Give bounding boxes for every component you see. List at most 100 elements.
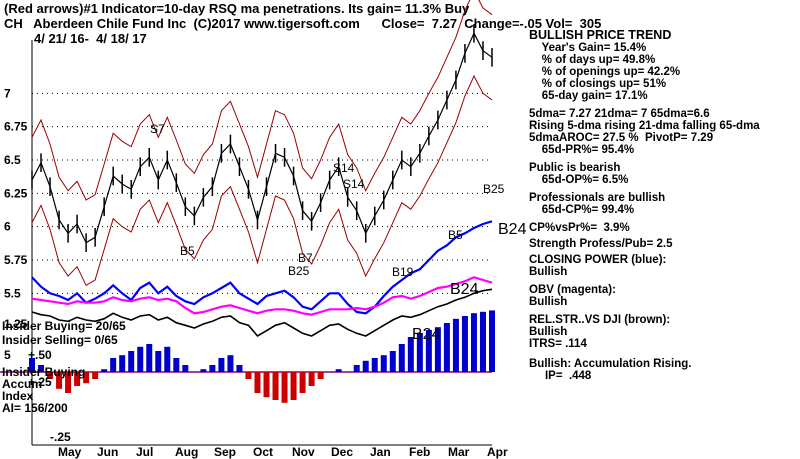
stat-years-gain: Year's Gain= 15.4% <box>529 42 647 54</box>
accum-bar <box>443 323 450 372</box>
accum-bar <box>74 372 81 386</box>
accum-bar <box>119 355 126 372</box>
public-value: 65d-OP%= 6.5% <box>529 174 629 186</box>
series-line-0 <box>31 31 493 244</box>
lower-panel-label: Insider Buying= 20/65 <box>2 319 126 333</box>
price-tick-label: 6.25 <box>4 186 28 200</box>
signal-label: B25 <box>483 182 505 196</box>
month-tick-label: Sep <box>214 445 236 459</box>
public-title: Public is bearish <box>529 162 621 174</box>
accum-bar <box>92 372 99 379</box>
signal-label: B7 <box>298 251 313 265</box>
accum-bar <box>290 372 297 400</box>
accum-bar <box>263 372 270 398</box>
lower-panel-label: 5 <box>4 348 11 362</box>
month-tick-label: Jul <box>136 445 153 459</box>
signal-label: B5 <box>180 244 195 258</box>
relstr-title: REL.STR..VS DJI (brown): <box>529 314 671 326</box>
lower-panel-label: +.25 <box>28 375 52 389</box>
accum-bar <box>362 360 369 372</box>
axis-tick-labels: 7 6.75 6.5 6.25 6 5.75 5.5 May Jun Jul Aug Sep Oct No… <box>2 86 508 459</box>
signal-label: B24 <box>450 281 479 298</box>
accum-bar <box>308 372 315 386</box>
accum-bar <box>272 372 279 400</box>
accum-value: IP= .448 <box>529 370 592 382</box>
pr-percent: 65d-PR%= 95.4% <box>529 144 635 156</box>
date-range: 4/ 21/ 16- 4/ 18/ 17 <box>34 31 147 46</box>
price-tick-label: 6.75 <box>4 120 28 134</box>
lower-panel-label: 1.25 <box>4 317 28 331</box>
accum-bar <box>489 310 495 372</box>
stats-panel: BULLISH PRICE TREND Year's Gain= 15.4% %… <box>529 28 797 382</box>
lower-panel-label: +.50 <box>28 348 52 362</box>
lower-panel-label: -.25 <box>50 430 71 444</box>
accum-bar <box>470 313 477 372</box>
signal-label: B25 <box>288 264 310 278</box>
lower-panel-label: Insider Buying <box>2 365 85 379</box>
accum-bar <box>461 316 468 372</box>
accumulation-histogram <box>29 310 495 403</box>
lower-panel-label: AI= 156/200 <box>2 401 68 415</box>
accum-bar <box>29 358 35 372</box>
accum-bar <box>407 337 414 372</box>
accum-bar <box>299 372 306 393</box>
signal-label: S7 <box>150 122 165 136</box>
price-tick-label: 7 <box>4 86 11 100</box>
indicator-lines <box>31 31 493 338</box>
stat-65day-gain: 65-day gain= 17.1% <box>529 90 648 102</box>
accum-bar <box>317 372 324 379</box>
quote-line: CH Aberdeen Chile Fund Inc (C)2017 www.t… <box>4 16 602 31</box>
month-tick-label: Oct <box>253 445 273 459</box>
accum-bar <box>380 355 387 372</box>
closing-power-title: CLOSING POWER (blue): <box>529 254 667 266</box>
grid-lines <box>0 40 492 446</box>
accum-bar <box>452 318 459 372</box>
accum-bar <box>47 372 54 379</box>
accum-bar <box>65 372 72 393</box>
price-tick-label: 6 <box>4 220 11 234</box>
accum-title: Bullish: Accumulation Rising. <box>529 358 692 370</box>
accum-bar <box>254 372 261 393</box>
cp-vs-pr: CP%vsPr%= 3.9% <box>529 222 630 234</box>
signal-label: B24 <box>498 221 527 238</box>
relstr-value: Bullish <box>529 326 568 338</box>
signal-label: B19 <box>392 265 414 279</box>
strength-ratio: Strength Profess/Pub= 2.5 <box>529 238 673 250</box>
month-tick-label: Apr <box>487 445 508 459</box>
accum-bar <box>218 358 225 372</box>
itrs-value: ITRS= .114 <box>529 338 587 350</box>
accum-bar <box>434 327 441 372</box>
accum-bar <box>56 372 63 389</box>
month-tick-label: Jan <box>370 445 391 459</box>
month-tick-label: Dec <box>331 445 353 459</box>
accum-bar <box>281 372 288 403</box>
price-tick-label: 5.75 <box>4 253 28 267</box>
month-tick-label: May <box>58 445 82 459</box>
lower-band <box>31 74 493 287</box>
trading-bands <box>31 0 493 287</box>
accum-bar <box>371 358 378 372</box>
month-tick-label: Jun <box>97 445 118 459</box>
accum-bar <box>182 365 189 372</box>
accum-bar <box>38 365 45 372</box>
closing-power-value: Bullish <box>529 266 568 278</box>
accum-bar <box>389 351 396 372</box>
upper-band <box>31 0 493 201</box>
accum-bar <box>83 372 90 384</box>
month-tick-label: Aug <box>175 445 198 459</box>
professionals-value: 65d-CP%= 99.4% <box>529 204 635 216</box>
accum-bar <box>227 355 234 372</box>
accum-bar <box>416 332 423 372</box>
signal-label: S14 <box>333 161 355 175</box>
accum-bar <box>128 351 135 372</box>
stat-days-up: % of days up= 49.8% <box>529 54 656 66</box>
series-line-2 <box>31 276 493 316</box>
professionals-title: Professionals are bullish <box>529 192 666 204</box>
accum-bar <box>155 351 162 372</box>
signal-label: S14 <box>343 177 365 191</box>
indicator-title: (Red arrows)#1 Indicator=10-day RSQ ma p… <box>4 1 470 16</box>
ma-values: 5dma= 7.27 21dma= 7 65dma=6.6 <box>529 108 710 120</box>
price-tick-label: 6.5 <box>4 153 21 167</box>
accum-bar <box>398 344 405 372</box>
